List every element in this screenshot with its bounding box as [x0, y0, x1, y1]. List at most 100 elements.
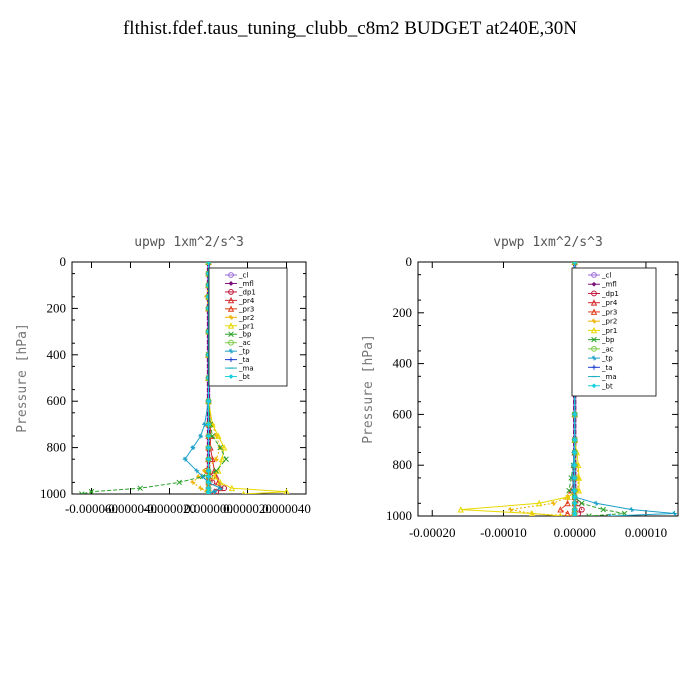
line-marker	[550, 500, 556, 506]
line-marker	[590, 308, 598, 315]
legend: _cl_mfl_dp1_pr4_pr3_pr2_pr1_bp_ac_tp_ta_…	[571, 267, 657, 397]
line-marker	[137, 485, 144, 491]
line-marker	[575, 487, 583, 494]
line-marker	[218, 455, 226, 463]
line-marker	[206, 474, 211, 479]
y-tick-label: 200	[393, 305, 413, 320]
line-marker	[591, 272, 597, 278]
legend-label: _bp	[238, 331, 252, 339]
line-marker	[586, 513, 592, 516]
legend-label: _pr4	[238, 297, 255, 305]
line-marker	[206, 398, 211, 404]
line-marker	[190, 445, 196, 450]
line-marker	[508, 507, 514, 513]
line-marker	[213, 456, 219, 462]
line-marker	[591, 355, 597, 361]
line-marker	[564, 499, 571, 507]
line-marker	[215, 432, 222, 439]
line-marker	[607, 513, 613, 516]
legend-label: _bt	[238, 373, 250, 381]
line-marker	[572, 500, 578, 506]
y-tick-label: 200	[47, 300, 67, 315]
line-marker	[564, 493, 571, 500]
x-tick-label: 0.000000	[184, 501, 233, 516]
legend-label: _ta	[601, 364, 613, 372]
chart-panel-1: upwp 1xm^2/s^3 0 200 400 600 800 1000-0.000060…	[15, 235, 311, 516]
legend-label: _bp	[601, 336, 615, 344]
y-tick-label: 400	[47, 347, 67, 362]
line-marker	[228, 314, 234, 320]
chart-panel-2: vpwp 1xm^2/s^3 0 200 400 600 800 1000 -0.00020 -…	[361, 235, 679, 540]
line-marker	[283, 488, 290, 494]
legend-label: _cl	[238, 272, 248, 280]
line-marker	[216, 478, 224, 486]
line-marker	[591, 318, 597, 324]
chart-title: upwp 1xm^2/s^3	[134, 235, 244, 250]
line-marker	[578, 506, 585, 513]
legend-label: _ma	[238, 365, 254, 373]
y-tick-label: 800	[393, 457, 413, 472]
y-axis-label: Pressure [hPa]	[15, 323, 30, 433]
line-marker	[591, 336, 597, 343]
y-tick-label: 400	[393, 356, 413, 371]
line-marker	[228, 357, 234, 363]
legend-label: _ac	[238, 339, 251, 347]
line-marker	[228, 331, 234, 337]
line-marker	[590, 326, 598, 334]
line-marker	[88, 488, 95, 494]
line-marker	[572, 488, 578, 493]
legend-label: _tp	[238, 348, 250, 356]
line-marker	[572, 494, 578, 500]
line-marker	[194, 468, 200, 474]
y-tick-label: 600	[47, 393, 67, 408]
line-marker	[223, 456, 229, 462]
line-marker	[629, 507, 635, 513]
legend-label: _pr3	[601, 308, 617, 316]
legend-label: _cl	[601, 272, 611, 280]
legend-label: _pr3	[238, 305, 254, 313]
line-marker	[206, 485, 211, 491]
line-marker	[198, 433, 204, 439]
line-marker	[206, 491, 211, 494]
legend-label: _ta	[238, 356, 250, 364]
line-marker	[593, 500, 599, 506]
x-tick-label: -0.000060	[65, 501, 118, 516]
line-marker	[575, 474, 583, 481]
legend-label: _pr1	[238, 322, 254, 330]
line-marker	[579, 500, 585, 507]
line-marker	[228, 281, 234, 286]
legend-label: _pr2	[601, 318, 617, 326]
line-marker	[572, 450, 578, 455]
y-tick-label: 600	[393, 406, 413, 421]
legend-label: _ac	[601, 345, 614, 353]
x-tick-label: -0.00010	[480, 525, 527, 540]
legend-label: _ma	[601, 373, 617, 381]
line-marker	[600, 506, 606, 513]
legend: _cl_mfl_dp1_pr4_pr3_pr2_pr1_bp_ac_tp_ta_…	[208, 267, 288, 387]
line-marker	[211, 489, 217, 494]
line-marker	[566, 487, 572, 494]
line-marker	[572, 511, 578, 516]
x-tick-label: -0.000040	[104, 501, 157, 516]
line-marker	[206, 456, 211, 462]
x-tick-label: 0.00010	[625, 525, 667, 540]
line-marker	[182, 456, 188, 462]
line-marker	[572, 412, 578, 417]
legend-label: _bt	[601, 382, 613, 390]
legend-box	[208, 267, 288, 387]
line-marker	[228, 272, 234, 278]
line-marker	[217, 485, 223, 491]
series-line-pr2	[510, 262, 579, 516]
line-marker	[528, 509, 536, 516]
chart-title: vpwp 1xm^2/s^3	[493, 235, 603, 250]
legend-label: _tp	[601, 355, 613, 363]
line-marker	[206, 468, 211, 474]
line-marker	[591, 290, 597, 297]
line-marker	[572, 475, 578, 481]
plot-frame	[71, 261, 307, 495]
line-marker	[572, 437, 578, 443]
y-tick-label: 1000	[40, 486, 66, 501]
y-tick-label: 0	[60, 254, 67, 269]
line-marker	[572, 462, 578, 468]
line-marker	[206, 262, 211, 265]
